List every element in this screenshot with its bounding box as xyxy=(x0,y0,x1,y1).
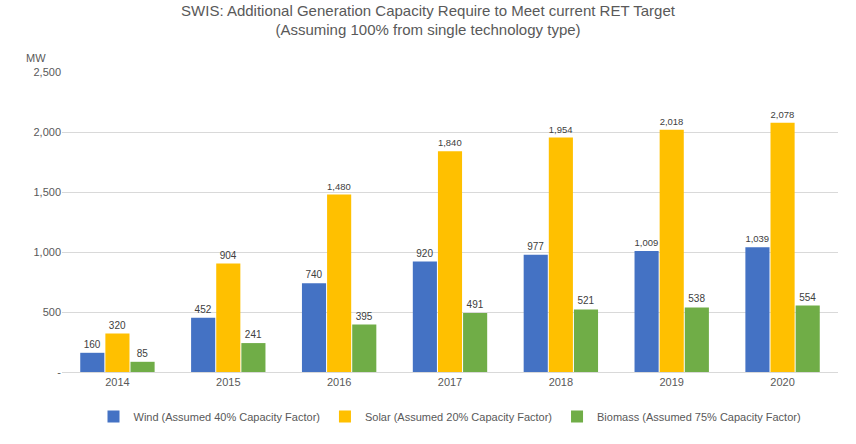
svg-text:977: 977 xyxy=(527,241,544,252)
svg-text:920: 920 xyxy=(416,248,433,259)
svg-text:SWIS: Additional Generation Ca: SWIS: Additional Generation Capacity Req… xyxy=(181,2,676,39)
svg-text:2014: 2014 xyxy=(105,376,129,388)
svg-text:2019: 2019 xyxy=(659,376,683,388)
svg-text:Biomass (Assumed 75% Capacity: Biomass (Assumed 75% Capacity Factor) xyxy=(597,411,801,423)
svg-text:-: - xyxy=(57,366,61,378)
svg-text:320: 320 xyxy=(109,320,126,331)
svg-text:MW: MW xyxy=(26,52,46,64)
svg-text:2,500: 2,500 xyxy=(33,66,61,78)
svg-text:1,500: 1,500 xyxy=(33,186,61,198)
svg-text:2016: 2016 xyxy=(327,376,351,388)
svg-text:491: 491 xyxy=(467,299,484,310)
svg-text:2017: 2017 xyxy=(438,376,462,388)
svg-text:Wind (Assumed 40% Capacity Fac: Wind (Assumed 40% Capacity Factor) xyxy=(134,411,320,423)
svg-text:1,954: 1,954 xyxy=(549,124,573,135)
svg-text:554: 554 xyxy=(799,292,816,303)
svg-text:2018: 2018 xyxy=(549,376,573,388)
svg-text:2,000: 2,000 xyxy=(33,126,61,138)
svg-text:452: 452 xyxy=(195,304,212,315)
svg-text:395: 395 xyxy=(356,311,373,322)
svg-text:904: 904 xyxy=(220,250,237,261)
svg-text:2,078: 2,078 xyxy=(771,109,795,120)
svg-text:1,009: 1,009 xyxy=(635,237,659,248)
svg-text:740: 740 xyxy=(305,269,322,280)
svg-text:2020: 2020 xyxy=(770,376,794,388)
svg-text:1,480: 1,480 xyxy=(327,181,351,192)
svg-text:1,000: 1,000 xyxy=(33,246,61,258)
svg-text:2,018: 2,018 xyxy=(660,116,684,127)
svg-text:160: 160 xyxy=(84,339,101,350)
svg-text:2015: 2015 xyxy=(216,376,240,388)
svg-text:538: 538 xyxy=(688,293,705,304)
svg-text:241: 241 xyxy=(245,329,262,340)
svg-text:521: 521 xyxy=(577,295,594,306)
svg-text:1,840: 1,840 xyxy=(438,137,462,148)
svg-text:500: 500 xyxy=(43,306,61,318)
svg-text:Solar (Assumed 20% Capacity Fa: Solar (Assumed 20% Capacity Factor) xyxy=(365,411,552,423)
svg-text:1,039: 1,039 xyxy=(745,233,769,244)
svg-text:85: 85 xyxy=(137,348,149,359)
